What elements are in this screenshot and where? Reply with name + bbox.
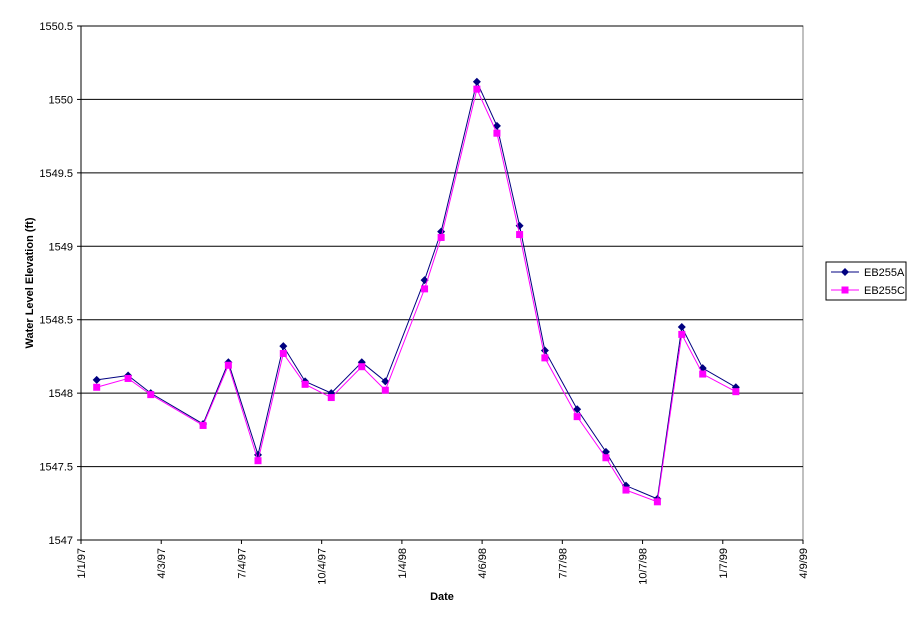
marker [473, 85, 481, 93]
marker [381, 377, 390, 386]
marker [541, 354, 549, 362]
marker [224, 361, 232, 369]
plot-area [80, 25, 804, 541]
x-tick-label: 4/9/99 [798, 548, 810, 579]
series-line [96, 80, 737, 500]
marker [573, 413, 581, 421]
x-tick-label: 4/3/97 [156, 548, 168, 579]
marker [124, 374, 132, 382]
marker [327, 394, 335, 402]
y-tick-label: 1548.5 [39, 315, 73, 327]
marker [601, 447, 610, 456]
series-line [96, 87, 737, 503]
legend-label: EB255C [864, 285, 905, 297]
marker [677, 323, 686, 332]
y-axis-label: Water Level Elevation (ft) [24, 217, 36, 348]
marker [493, 129, 501, 137]
marker [92, 375, 101, 384]
marker [732, 388, 740, 396]
marker [622, 486, 630, 494]
marker [678, 330, 686, 338]
legend-box [825, 261, 907, 301]
marker [516, 231, 524, 239]
marker [699, 370, 707, 378]
marker [279, 349, 287, 357]
x-tick-label: 7/4/97 [236, 548, 248, 579]
x-tick-label: 7/7/98 [557, 548, 569, 579]
y-tick-label: 1547 [49, 535, 73, 547]
marker [421, 285, 429, 293]
x-tick-label: 10/7/98 [638, 548, 650, 585]
marker [254, 457, 262, 465]
marker [472, 77, 481, 86]
x-tick-label: 1/4/98 [397, 548, 409, 579]
legend-marker [841, 286, 849, 294]
x-axis-label: Date [430, 591, 454, 603]
x-tick-label: 1/1/97 [76, 548, 88, 579]
y-tick-label: 1548 [49, 388, 73, 400]
marker [653, 498, 661, 506]
y-tick-label: 1550 [49, 94, 73, 106]
y-tick-label: 1549.5 [39, 168, 73, 180]
y-tick-label: 1550.5 [39, 21, 73, 33]
marker [573, 405, 582, 414]
marker [199, 421, 207, 429]
legend-label: EB255A [864, 267, 905, 279]
marker [437, 233, 445, 241]
x-tick-label: 1/7/99 [718, 548, 730, 579]
marker [147, 391, 155, 399]
y-tick-label: 1547.5 [39, 462, 73, 474]
marker [358, 363, 366, 371]
x-tick-label: 10/4/97 [317, 548, 329, 585]
marker [301, 380, 309, 388]
legend-marker [841, 268, 849, 276]
marker [279, 342, 288, 351]
marker [93, 383, 101, 391]
y-tick-label: 1549 [49, 241, 73, 253]
marker [381, 386, 389, 394]
x-tick-label: 4/6/98 [477, 548, 489, 579]
marker [602, 454, 610, 462]
